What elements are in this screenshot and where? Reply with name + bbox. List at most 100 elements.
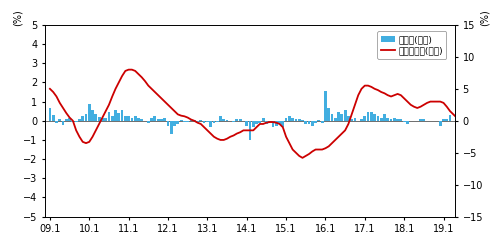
Bar: [390, 119, 392, 121]
Bar: [147, 121, 150, 123]
Bar: [258, 121, 261, 123]
Bar: [48, 108, 51, 121]
Bar: [396, 119, 399, 121]
Bar: [311, 121, 314, 125]
Bar: [318, 120, 320, 121]
Bar: [222, 119, 225, 121]
Bar: [111, 116, 114, 121]
Bar: [337, 112, 340, 121]
Bar: [439, 121, 442, 125]
Bar: [354, 118, 356, 121]
Bar: [166, 121, 170, 125]
Bar: [448, 115, 452, 121]
Bar: [127, 116, 130, 121]
Legend: 전월비(좌축), 전년동월비(우축): 전월비(좌축), 전년동월비(우축): [378, 31, 446, 59]
Bar: [58, 119, 61, 121]
Bar: [347, 116, 350, 121]
Bar: [344, 110, 346, 121]
Bar: [65, 119, 68, 121]
Bar: [84, 114, 87, 121]
Bar: [236, 119, 238, 121]
Bar: [291, 118, 294, 121]
Bar: [137, 118, 140, 121]
Bar: [400, 119, 402, 121]
Bar: [183, 121, 186, 122]
Y-axis label: (%): (%): [480, 9, 490, 26]
Bar: [366, 112, 370, 121]
Bar: [383, 114, 386, 121]
Bar: [246, 121, 248, 125]
Bar: [248, 121, 252, 140]
Bar: [330, 114, 334, 121]
Bar: [308, 121, 310, 124]
Bar: [68, 118, 71, 121]
Bar: [380, 118, 382, 121]
Bar: [255, 121, 258, 124]
Bar: [140, 119, 143, 121]
Bar: [108, 112, 110, 121]
Bar: [386, 118, 389, 121]
Bar: [173, 121, 176, 125]
Bar: [200, 120, 202, 121]
Bar: [364, 116, 366, 121]
Bar: [298, 119, 300, 121]
Bar: [202, 121, 205, 123]
Bar: [393, 118, 396, 121]
Bar: [288, 116, 291, 121]
Bar: [301, 120, 304, 121]
Bar: [104, 118, 107, 121]
Bar: [160, 119, 163, 121]
Bar: [55, 121, 58, 123]
Bar: [193, 120, 196, 121]
Bar: [419, 119, 422, 121]
Bar: [118, 113, 120, 121]
Bar: [265, 121, 268, 124]
Bar: [334, 118, 336, 121]
Bar: [226, 120, 228, 121]
Bar: [62, 121, 64, 124]
Bar: [190, 120, 192, 121]
Bar: [294, 119, 298, 121]
Bar: [314, 121, 317, 123]
Bar: [78, 119, 81, 121]
Bar: [340, 114, 343, 121]
Bar: [370, 112, 373, 121]
Bar: [252, 121, 254, 127]
Bar: [82, 116, 84, 121]
Bar: [209, 121, 212, 127]
Bar: [72, 121, 74, 122]
Bar: [278, 121, 281, 124]
Bar: [324, 91, 327, 121]
Bar: [75, 121, 78, 122]
Bar: [170, 121, 172, 134]
Bar: [176, 121, 179, 124]
Bar: [164, 118, 166, 121]
Bar: [101, 118, 104, 121]
Bar: [94, 114, 97, 121]
Bar: [120, 110, 124, 121]
Bar: [282, 121, 284, 127]
Bar: [232, 121, 235, 122]
Bar: [98, 117, 100, 121]
Bar: [272, 121, 274, 127]
Bar: [186, 121, 189, 122]
Bar: [403, 121, 406, 122]
Bar: [442, 119, 445, 121]
Bar: [52, 115, 54, 121]
Bar: [114, 110, 117, 121]
Y-axis label: (%): (%): [12, 9, 22, 26]
Bar: [219, 116, 222, 121]
Bar: [124, 116, 127, 121]
Bar: [239, 119, 242, 121]
Bar: [350, 119, 353, 121]
Bar: [88, 104, 90, 121]
Bar: [180, 120, 182, 121]
Bar: [284, 118, 288, 121]
Bar: [328, 108, 330, 121]
Bar: [376, 116, 380, 121]
Bar: [134, 116, 136, 121]
Bar: [91, 110, 94, 121]
Bar: [275, 121, 278, 125]
Bar: [360, 119, 363, 121]
Bar: [321, 121, 324, 123]
